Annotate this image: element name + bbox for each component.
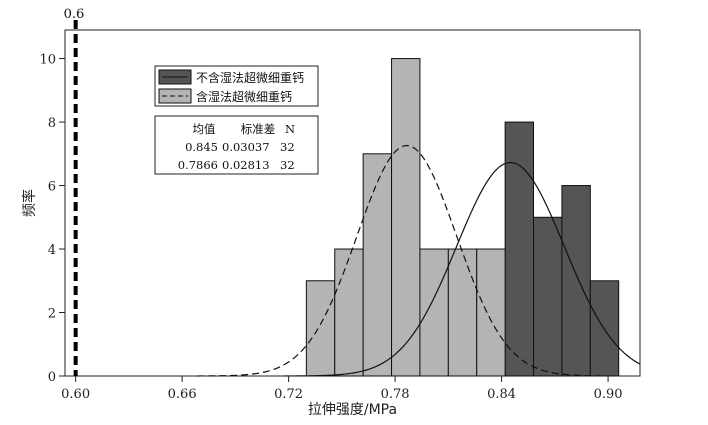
x-tick-label: 0.66 <box>168 387 197 402</box>
histogram-bar <box>334 248 364 377</box>
stats-n: 32 <box>280 158 295 172</box>
histogram-bar <box>391 58 421 377</box>
x-tick-label: 0.90 <box>594 387 623 402</box>
x-tick-label: 0.78 <box>381 387 410 402</box>
stats-mean: 0.845 <box>185 140 218 154</box>
stats-box <box>154 115 319 175</box>
x-tick-label: 0.84 <box>487 387 516 402</box>
stats-mean: 0.7866 <box>178 158 218 172</box>
y-tick-label: 0 <box>48 370 56 385</box>
stats-header: 均值 <box>193 122 216 136</box>
histogram-bar <box>447 248 478 377</box>
histogram-bar <box>561 185 591 377</box>
y-tick-label: 4 <box>48 243 56 258</box>
legend-label: 含湿法超微细重钙 <box>196 89 292 104</box>
stats-std: 0.03037 <box>222 140 270 154</box>
stats-std: 0.02813 <box>222 158 270 172</box>
y-axis-title: 频率 <box>21 189 38 217</box>
histogram-bar <box>419 248 449 377</box>
histogram-bar <box>476 248 506 377</box>
legend-label: 不含湿法超微细重钙 <box>196 70 304 85</box>
stats-n: 32 <box>280 140 295 154</box>
x-axis-title: 拉伸强度/MPa <box>308 402 397 418</box>
y-tick-label: 10 <box>39 53 56 68</box>
x-tick-label: 0.72 <box>274 387 303 402</box>
reference-line-label: 0.6 <box>64 7 85 22</box>
histogram-bar <box>533 216 563 377</box>
stats-header: 标准差 <box>241 122 276 136</box>
histogram-bar <box>362 153 393 377</box>
y-tick-label: 2 <box>48 307 56 322</box>
x-tick-label: 0.60 <box>61 387 90 402</box>
y-tick-label: 6 <box>48 180 56 195</box>
normal-fit-curve <box>284 161 641 377</box>
y-tick-label: 8 <box>48 116 56 131</box>
histogram-bar <box>504 121 535 377</box>
histogram-bar <box>305 280 336 377</box>
normal-fit-curve <box>197 144 617 377</box>
stats-header: N <box>285 122 295 136</box>
